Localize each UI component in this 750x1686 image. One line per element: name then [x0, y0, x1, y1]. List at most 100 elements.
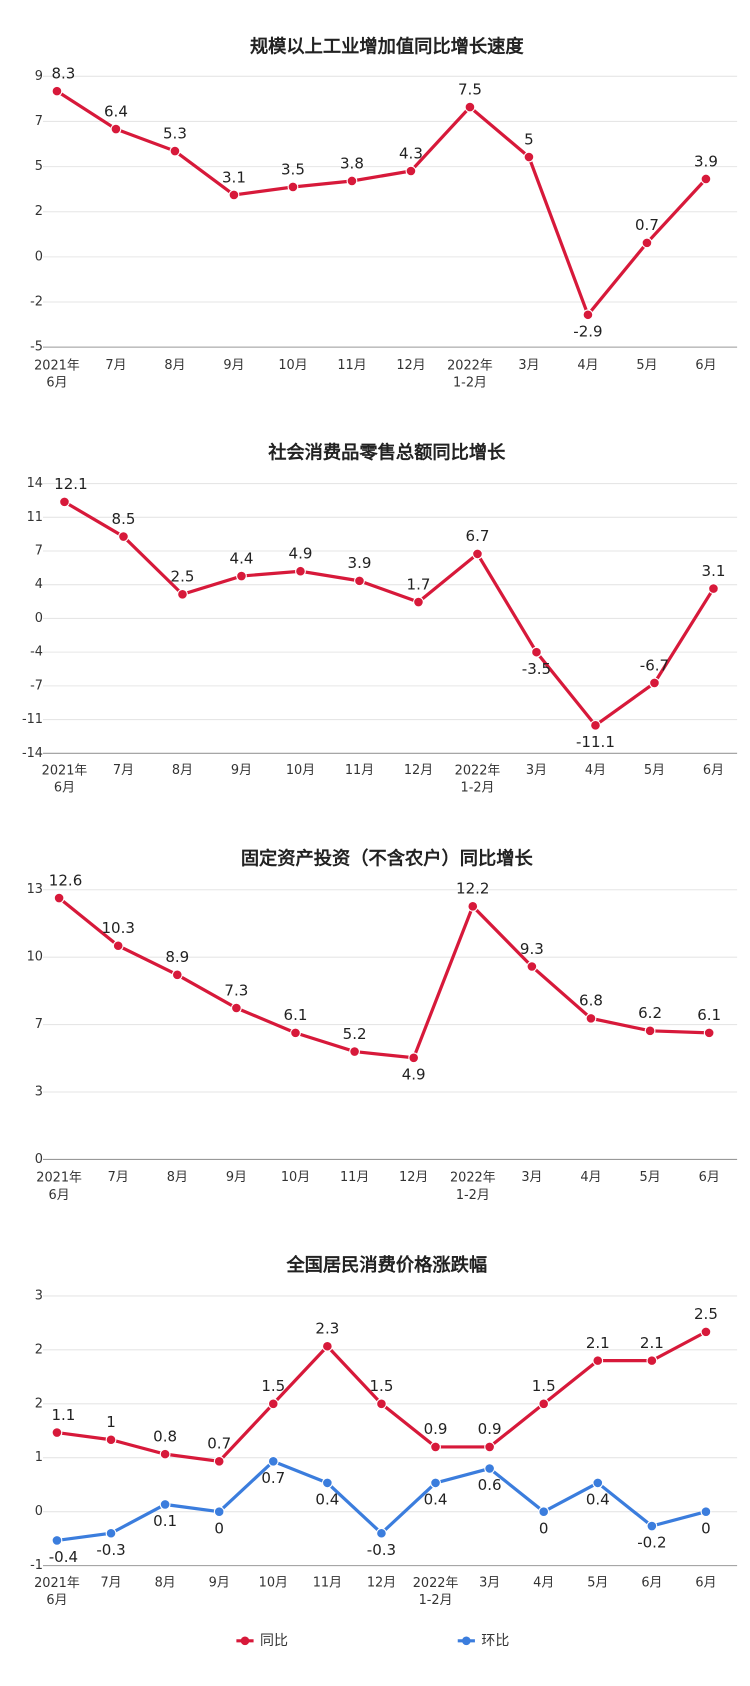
y-tick-label: -11	[22, 712, 43, 727]
x-tick-label: 2021年 6月	[42, 763, 88, 795]
x-tick-label: 12月	[396, 358, 425, 373]
point	[236, 570, 247, 582]
point	[526, 961, 538, 972]
point	[700, 173, 712, 185]
point	[700, 1506, 712, 1518]
point	[354, 575, 365, 587]
point	[346, 175, 358, 187]
point	[171, 969, 183, 981]
data-label: 4.9	[289, 545, 313, 563]
y-tick-label: 3	[35, 1288, 43, 1303]
legend-marker	[462, 1636, 471, 1646]
point	[703, 1027, 715, 1039]
data-label: 8.9	[165, 948, 189, 966]
x-tick-label: 2021年 6月	[34, 358, 80, 390]
x-tick-label: 9月	[231, 763, 252, 778]
data-label: -6.7	[640, 656, 669, 674]
x-tick-label: 5月	[587, 1575, 608, 1590]
data-label: 3.1	[222, 168, 246, 186]
data-label: 12.6	[49, 871, 82, 889]
line	[56, 89, 708, 318]
point	[287, 181, 299, 193]
data-label: -0.4	[49, 1548, 78, 1566]
data-label: 0	[539, 1519, 549, 1537]
y-tick-label: -7	[30, 678, 43, 693]
y-tick-label: 0	[35, 1504, 43, 1519]
x-tick-label: 6月	[699, 1170, 720, 1185]
point	[321, 1340, 333, 1352]
y-tick-label: 13	[27, 882, 43, 897]
data-label: -0.3	[96, 1541, 125, 1559]
point	[484, 1463, 495, 1474]
data-label: 12.1	[54, 475, 87, 493]
point	[585, 1012, 597, 1024]
x-tick-label: 9月	[226, 1170, 247, 1185]
y-tick-label: 0	[35, 611, 43, 626]
x-tick-label: 11月	[313, 1575, 342, 1590]
x-tick-label: 11月	[340, 1170, 369, 1185]
data-label: 0.9	[478, 1420, 502, 1438]
x-tick-label: 7月	[108, 1170, 129, 1185]
y-tick-label: 0	[35, 249, 43, 264]
point	[177, 588, 188, 600]
data-label: 6.2	[638, 1004, 662, 1022]
x-tick-label: 3月	[479, 1575, 500, 1590]
y-tick-label: 5	[35, 159, 43, 174]
y-tick-label: 0	[35, 1152, 43, 1167]
y-tick-label: -5	[30, 340, 43, 355]
x-tick-label: 12月	[367, 1575, 396, 1590]
data-label: 3.5	[281, 160, 305, 178]
data-label: -11.1	[576, 733, 615, 751]
x-tick-label: 12月	[404, 763, 433, 778]
point	[51, 1535, 63, 1546]
x-tick-label: 3月	[526, 763, 547, 778]
data-label: -3.5	[522, 660, 551, 678]
data-label: 1.7	[407, 575, 431, 593]
x-tick-label: 6月	[695, 358, 716, 373]
point	[105, 1434, 117, 1446]
data-label: 2.5	[171, 568, 195, 586]
data-label: 2.3	[315, 1320, 339, 1338]
x-tick-label: 10月	[259, 1575, 288, 1590]
point	[592, 1477, 604, 1489]
y-tick-label: -1	[30, 1558, 43, 1573]
y-tick-label: 10	[27, 950, 43, 965]
y-tick-label: 11	[27, 510, 43, 525]
point	[376, 1398, 387, 1410]
chart-title: 全国居民消费价格涨跌幅	[285, 1254, 487, 1276]
point	[644, 1025, 656, 1037]
data-label: 6.1	[697, 1006, 721, 1024]
data-label: 0.8	[153, 1427, 177, 1445]
line	[58, 896, 710, 1060]
data-label: 1.5	[532, 1377, 556, 1395]
point	[105, 1527, 117, 1539]
data-label: 8.5	[112, 510, 136, 528]
point	[51, 1427, 63, 1438]
x-tick-label: 2022年 1-2月	[447, 358, 493, 390]
x-tick-label: 3月	[521, 1170, 542, 1185]
y-tick-label: 9	[35, 69, 43, 84]
data-label: 5	[524, 130, 534, 148]
data-label: 0	[214, 1519, 224, 1537]
point	[649, 677, 660, 689]
line	[63, 500, 715, 728]
point	[376, 1527, 387, 1539]
point	[413, 596, 424, 608]
data-label: 6.4	[104, 102, 128, 120]
x-tick-label: 9月	[209, 1575, 230, 1590]
point	[295, 565, 306, 577]
y-tick-label: -4	[30, 645, 43, 660]
data-label: 6.1	[284, 1006, 308, 1024]
data-label: -2.9	[573, 322, 602, 340]
x-tick-label: 8月	[172, 763, 193, 778]
point	[51, 85, 63, 97]
point	[464, 101, 476, 113]
y-tick-label: 7	[35, 114, 43, 129]
x-tick-label: 6月	[703, 763, 724, 778]
point	[110, 123, 122, 135]
point	[159, 1499, 171, 1510]
x-tick-label: 2021年 6月	[36, 1170, 82, 1202]
x-tick-label: 2022年 1-2月	[455, 763, 501, 795]
y-tick-label: 2	[35, 1342, 43, 1357]
y-tick-label: 2	[35, 1396, 43, 1411]
